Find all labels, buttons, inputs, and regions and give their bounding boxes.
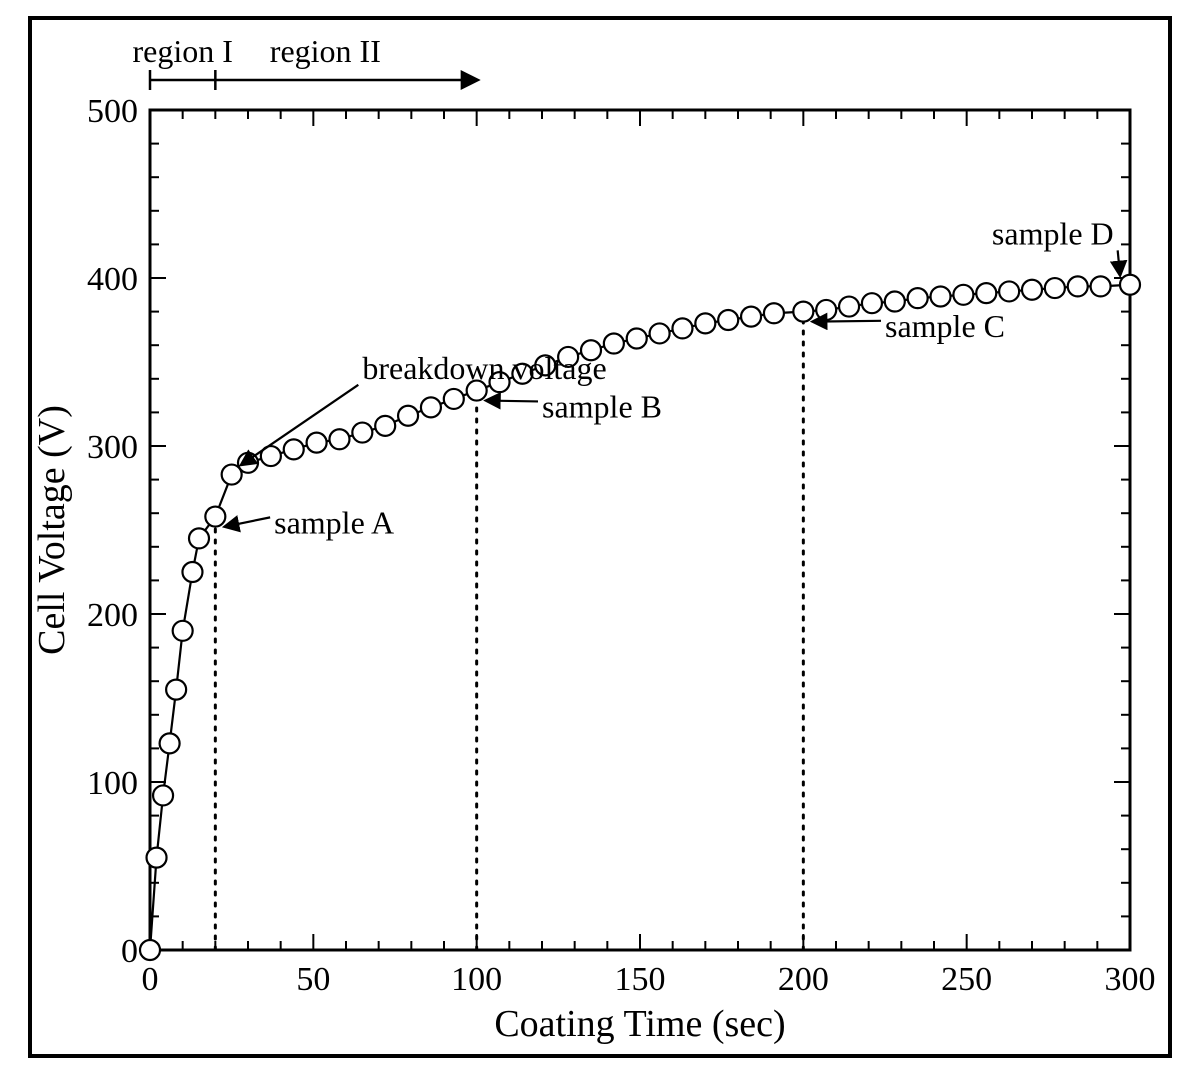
data-marker (650, 323, 670, 343)
data-marker (839, 297, 859, 317)
voltage-time-chart: 0 50 100 150 200 250 300 0 100 200 300 400 500 Coatin… (0, 0, 1200, 1074)
data-marker (444, 389, 464, 409)
y-tick-label: 200 (87, 597, 138, 634)
data-marker (307, 433, 327, 453)
x-tick-label: 250 (941, 961, 992, 998)
y-tick-label: 100 (87, 765, 138, 802)
annotation-arrow (487, 401, 538, 402)
data-marker (205, 507, 225, 527)
x-axis-label: Coating Time (sec) (494, 1003, 785, 1045)
data-marker (604, 334, 624, 354)
data-marker (166, 680, 186, 700)
data-marker (140, 940, 160, 960)
data-marker (1045, 278, 1065, 298)
x-tick-label: 150 (615, 961, 666, 998)
y-tick-label: 300 (87, 429, 138, 466)
region1-label: region I (132, 33, 232, 69)
y-tick-label: 0 (121, 933, 138, 970)
data-marker (627, 328, 647, 348)
region2-label: region II (270, 33, 381, 69)
data-marker (764, 303, 784, 323)
data-marker (147, 848, 167, 868)
data-marker (421, 397, 441, 417)
data-marker (1120, 275, 1140, 295)
x-tick-label: 300 (1105, 961, 1156, 998)
data-marker (718, 310, 738, 330)
data-marker (953, 285, 973, 305)
data-marker (284, 439, 304, 459)
data-marker (999, 281, 1019, 301)
data-marker (741, 307, 761, 327)
chart-container: 0 50 100 150 200 250 300 0 100 200 300 400 500 Coatin… (0, 0, 1200, 1074)
data-marker (1068, 276, 1088, 296)
annotation-breakdown: breakdown voltage (362, 350, 606, 386)
annotation-sampleB: sample B (542, 388, 662, 424)
data-marker (672, 318, 692, 338)
data-marker (173, 621, 193, 641)
data-marker (1022, 280, 1042, 300)
data-marker (160, 733, 180, 753)
data-marker (375, 416, 395, 436)
data-marker (329, 429, 349, 449)
y-axis-label: Cell Voltage (V) (31, 405, 73, 655)
data-marker (908, 288, 928, 308)
data-marker (976, 283, 996, 303)
data-marker (695, 313, 715, 333)
data-marker (931, 286, 951, 306)
data-marker (189, 528, 209, 548)
x-tick-label: 100 (451, 961, 502, 998)
x-tick-label: 50 (296, 961, 330, 998)
annotation-sampleD: sample D (992, 215, 1114, 251)
y-tick-label: 500 (87, 93, 138, 130)
data-marker (153, 785, 173, 805)
data-marker (182, 562, 202, 582)
annotation-arrow (813, 321, 881, 322)
data-marker (816, 300, 836, 320)
data-marker (352, 423, 372, 443)
data-marker (862, 293, 882, 313)
x-tick-label: 200 (778, 961, 829, 998)
data-marker (1091, 276, 1111, 296)
annotation-sampleA: sample A (274, 504, 394, 540)
x-tick-label: 0 (142, 961, 159, 998)
annotation-sampleC: sample C (885, 308, 1005, 344)
data-marker (398, 406, 418, 426)
y-tick-label: 400 (87, 261, 138, 298)
data-marker (793, 302, 813, 322)
